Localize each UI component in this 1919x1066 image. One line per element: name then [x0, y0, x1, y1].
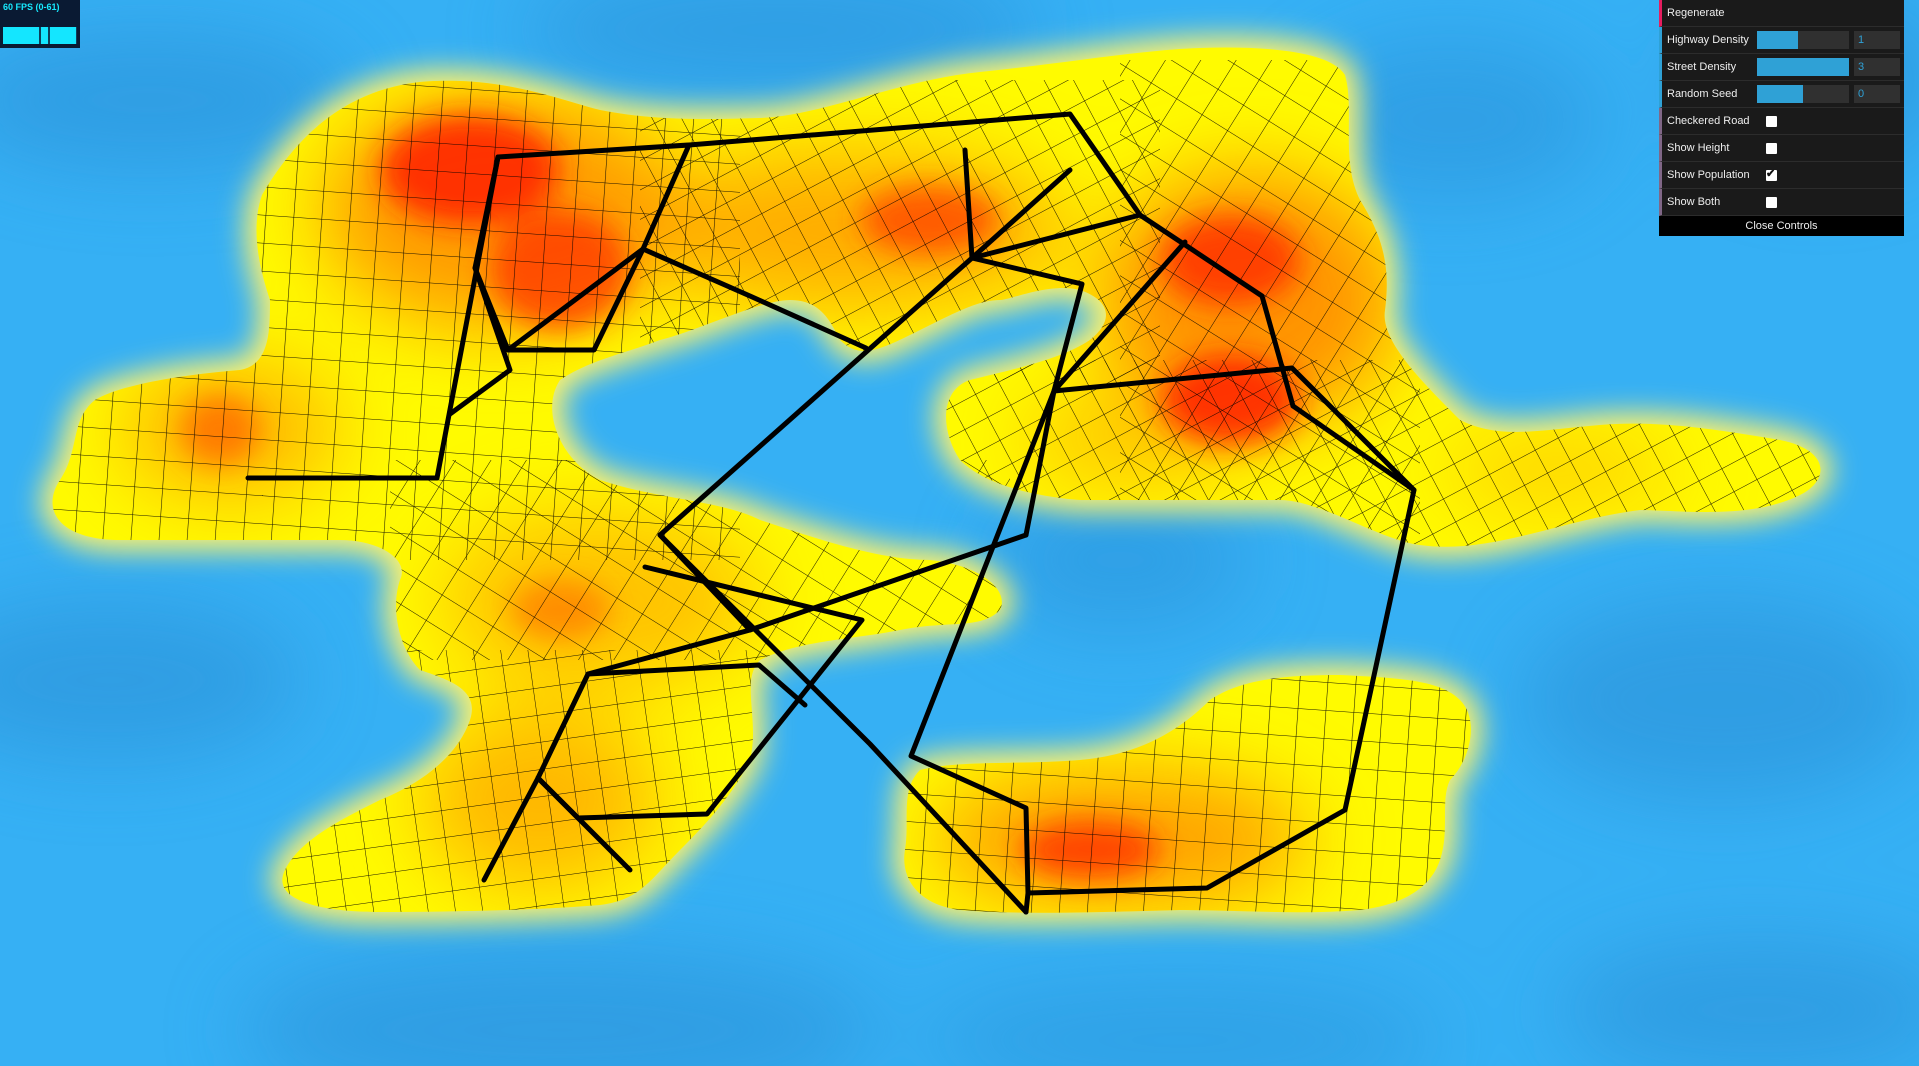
show-population-label: Show Population — [1667, 169, 1750, 181]
fps-meter: 60 FPS (0-61) — [0, 0, 80, 48]
show-height-control: Show Height — [1659, 135, 1904, 162]
highway-density-input[interactable]: 1 — [1854, 31, 1900, 49]
street-density-slider-fill — [1757, 58, 1849, 76]
highway-network — [245, 111, 1417, 915]
regenerate-button[interactable]: Regenerate — [1659, 0, 1904, 27]
highway-density-label: Highway Density — [1667, 34, 1749, 46]
random-seed-control: Random Seed 0 — [1659, 81, 1904, 108]
random-seed-input[interactable]: 0 — [1854, 85, 1900, 103]
close-controls-button[interactable]: Close Controls — [1659, 216, 1904, 236]
controls-panel: Regenerate Highway Density 1 Street Dens… — [1659, 0, 1904, 236]
highway-density-slider-fill — [1757, 31, 1799, 49]
checkmark-icon: ✔ — [1766, 168, 1776, 180]
show-population-control: Show Population ✔ — [1659, 162, 1904, 189]
random-seed-slider-fill — [1757, 85, 1803, 103]
fps-label: 60 FPS (0-61) — [3, 2, 60, 12]
street-density-label: Street Density — [1667, 61, 1737, 73]
show-both-checkbox[interactable] — [1766, 197, 1777, 208]
random-seed-label: Random Seed — [1667, 88, 1738, 100]
show-height-label: Show Height — [1667, 142, 1730, 154]
checkered-road-checkbox[interactable] — [1766, 116, 1777, 127]
show-both-label: Show Both — [1667, 196, 1721, 208]
street-density-slider[interactable] — [1757, 58, 1849, 76]
street-density-control: Street Density 3 — [1659, 54, 1904, 81]
fps-graph-tick — [39, 27, 41, 44]
highway-density-control: Highway Density 1 — [1659, 27, 1904, 54]
regenerate-label: Regenerate — [1667, 7, 1725, 19]
show-height-checkbox[interactable] — [1766, 143, 1777, 154]
street-density-input[interactable]: 3 — [1854, 58, 1900, 76]
fps-graph — [3, 27, 77, 44]
checkered-road-control: Checkered Road — [1659, 108, 1904, 135]
highway-density-slider[interactable] — [1757, 31, 1849, 49]
checkered-road-label: Checkered Road — [1667, 115, 1750, 127]
fps-graph-tick — [48, 27, 50, 44]
random-seed-slider[interactable] — [1757, 85, 1849, 103]
show-both-control: Show Both — [1659, 189, 1904, 216]
show-population-checkbox[interactable]: ✔ — [1766, 168, 1777, 181]
